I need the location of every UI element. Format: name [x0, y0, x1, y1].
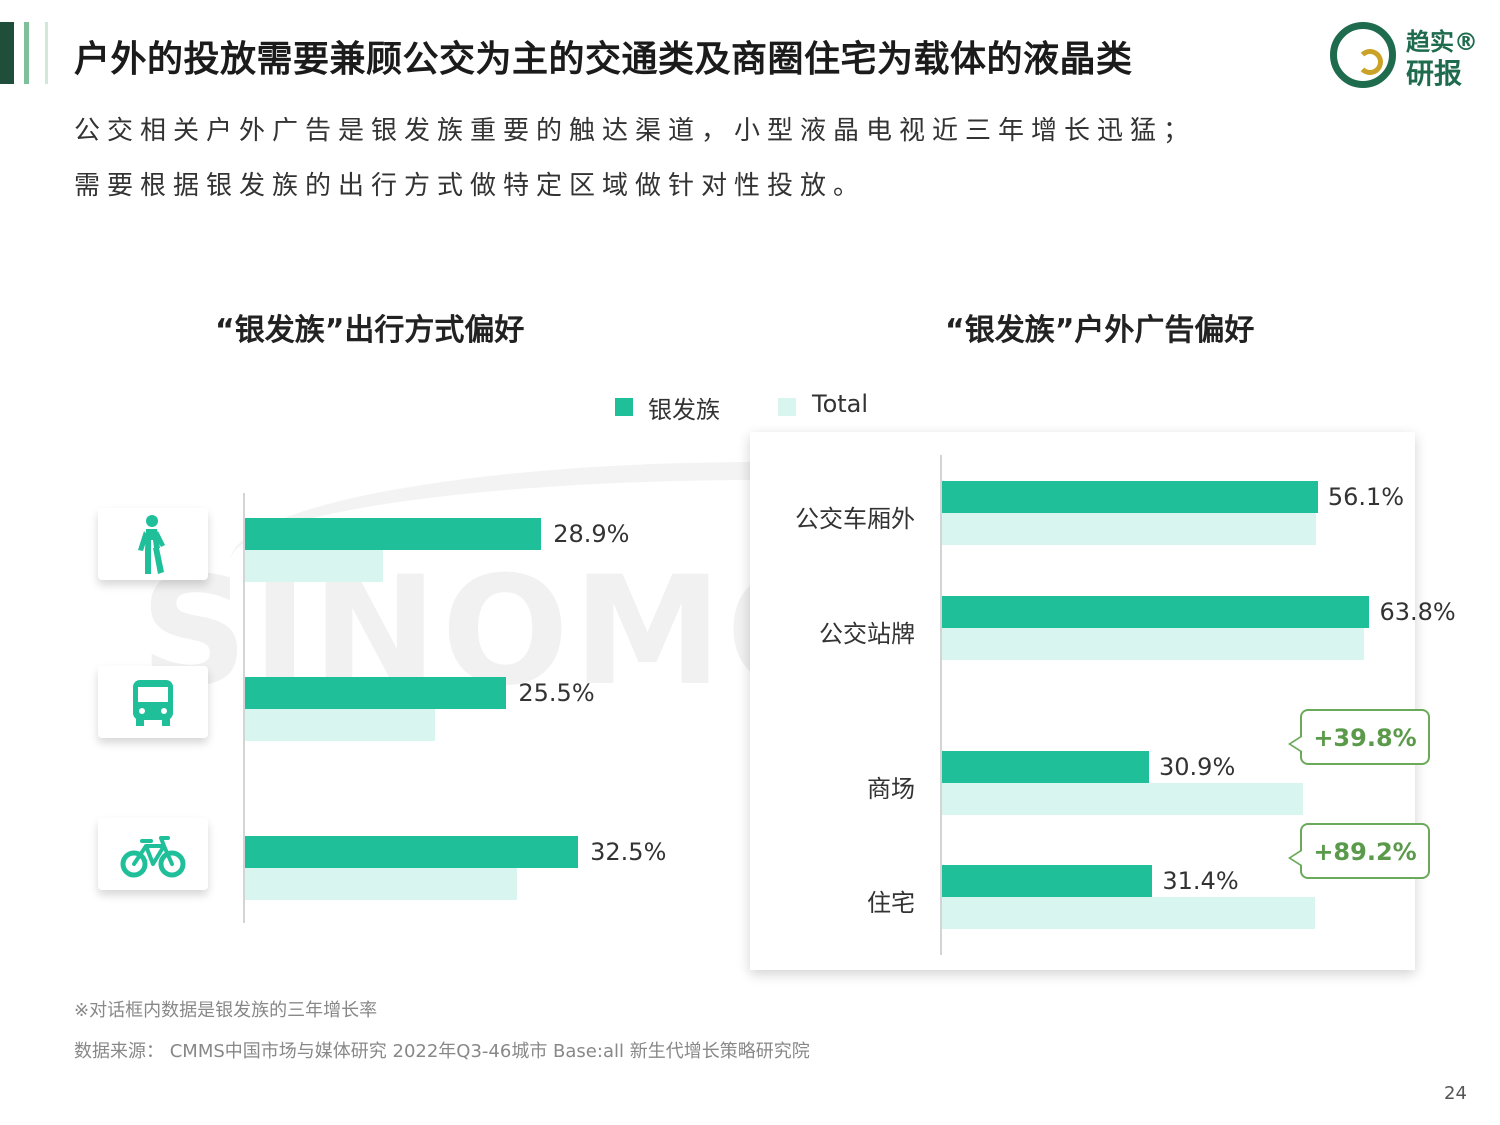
- walking-icon: [138, 515, 165, 574]
- chart-axis: [243, 493, 245, 923]
- bar-silver: [942, 751, 1150, 783]
- header-accent-bar: [24, 22, 29, 84]
- data-label: 28.9%: [553, 520, 630, 548]
- callout-text: +39.8%: [1313, 724, 1417, 752]
- chart-axis: [940, 455, 942, 955]
- bar-total: [942, 783, 1304, 815]
- callout-pointer: [1288, 735, 1302, 753]
- data-label: 56.1%: [1327, 483, 1405, 511]
- data-label: 31.4%: [1162, 867, 1239, 895]
- bar-silver: [942, 596, 1370, 628]
- callout-pointer: [1288, 849, 1302, 867]
- callout-text: +89.2%: [1313, 838, 1417, 866]
- bar-total: [245, 709, 435, 741]
- bus-icon: [133, 680, 173, 726]
- category-card-bicycle: [98, 818, 208, 890]
- chart-title-outdoor-ads: “银发族”户外广告偏好: [945, 313, 1255, 348]
- legend-label-total: Total: [812, 390, 869, 418]
- source-note: 数据来源： CMMS中国市场与媒体研究 2022年Q3-46城市 Base:al…: [74, 1041, 810, 1062]
- header-accent-bar: [45, 22, 48, 84]
- subtitle-line: 需要根据银发族的出行方式做特定区域做针对性投放。: [74, 171, 867, 201]
- category-label: 公交站牌: [819, 620, 915, 648]
- category-label: 公交车厢外: [795, 505, 915, 533]
- footnote: ※对话框内数据是银发族的三年增长率: [74, 1000, 378, 1021]
- bar-total: [942, 513, 1316, 545]
- category-label: 商场: [867, 775, 915, 803]
- brand-logo: 趋实® 研报: [1330, 22, 1480, 90]
- page-title: 户外的投放需要兼顾公交为主的交通类及商圈住宅为载体的液晶类: [74, 39, 1133, 80]
- page-number: 24: [1444, 1083, 1467, 1104]
- logo-text: 趋实®: [1406, 28, 1478, 56]
- bar-silver: [942, 481, 1318, 513]
- bar-total: [245, 550, 384, 582]
- data-label: 63.8%: [1379, 598, 1456, 626]
- legend-label-silver: 银发族: [648, 396, 720, 424]
- bar-total: [942, 628, 1365, 660]
- data-label: 30.9%: [1159, 753, 1236, 781]
- data-label: 32.5%: [590, 838, 667, 866]
- bar-silver: [245, 677, 507, 709]
- category-card-bus: [98, 666, 208, 738]
- chart-title-travel: “银发族”出行方式偏好: [215, 313, 525, 348]
- legend-swatch-silver: [615, 398, 633, 416]
- category-card-walking: [98, 508, 208, 580]
- bicycle-icon: [120, 836, 186, 878]
- category-label: 住宅: [867, 889, 915, 917]
- bar-silver: [942, 865, 1153, 897]
- data-label: 25.5%: [518, 679, 595, 707]
- logo-mark-icon: [1330, 22, 1396, 88]
- header-accent-bar: [0, 22, 14, 84]
- growth-callout: +39.8%: [1288, 709, 1430, 765]
- growth-callout: +89.2%: [1288, 823, 1430, 879]
- legend-swatch-total: [778, 398, 796, 416]
- bar-silver: [245, 518, 542, 550]
- bar-silver: [245, 836, 579, 868]
- subtitle-line: 公交相关户外广告是银发族重要的触达渠道，小型液晶电视近三年增长迅猛；: [74, 116, 1197, 146]
- bar-total: [942, 897, 1316, 929]
- bar-total: [245, 868, 517, 900]
- logo-text: 研报: [1406, 57, 1463, 90]
